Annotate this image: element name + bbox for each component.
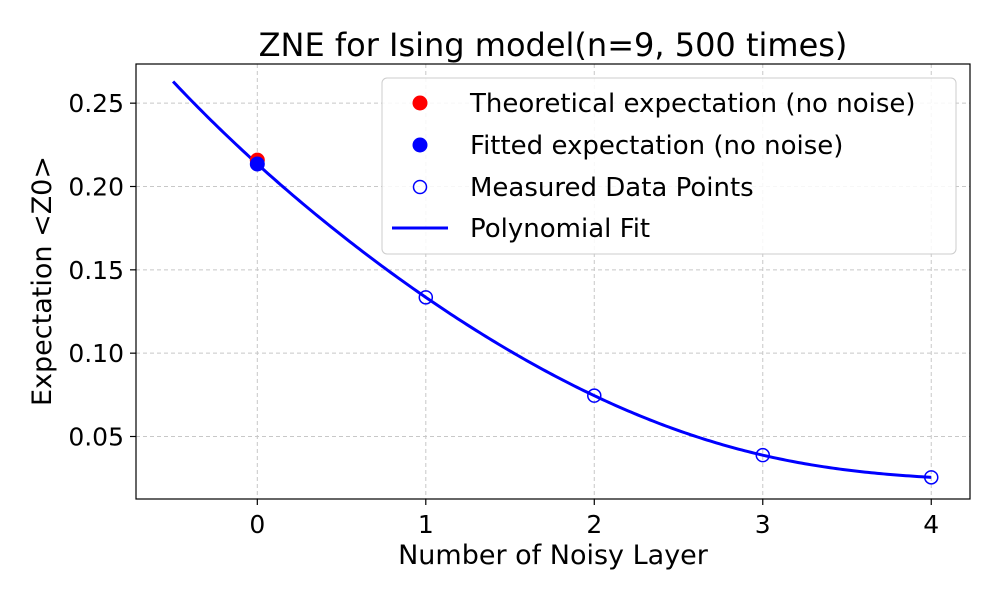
legend-label-polynomial: Polynomial Fit — [470, 214, 650, 244]
y-tick-label: 0.25 — [68, 89, 124, 118]
fitted-point — [249, 156, 265, 172]
x-tick-label: 3 — [755, 510, 771, 539]
axes-frame — [135, 63, 971, 500]
measured-point — [587, 388, 602, 403]
y-tick-label: 0.05 — [68, 423, 124, 452]
legend-marker-measured — [412, 179, 428, 195]
x-tick-label: 2 — [586, 510, 602, 539]
x-axis-label: Number of Noisy Layer — [398, 540, 709, 571]
y-tick-label: 0.20 — [68, 173, 124, 202]
x-tick-label: 0 — [249, 510, 265, 539]
y-tick-label: 0.15 — [68, 256, 124, 285]
legend-marker-fitted — [412, 137, 428, 153]
y-axis-label: Expectation <Z0> — [27, 156, 58, 406]
legend-label-theoretical: Theoretical expectation (no noise) — [469, 89, 916, 119]
polynomial-fit-line — [171, 80, 932, 479]
legend-label-measured: Measured Data Points — [470, 173, 754, 203]
plot-area — [171, 80, 939, 485]
measured-point — [755, 447, 771, 463]
legend-marker-theoretical — [412, 95, 428, 111]
measured-point — [923, 470, 939, 485]
measured-point — [418, 290, 434, 305]
legend: Theoretical expectation (no noise) Fitte… — [381, 77, 957, 255]
ticks: 0 1 2 3 4 0.05 0.10 0.15 0.20 0.25 — [68, 89, 939, 539]
legend-box — [381, 77, 957, 255]
x-tick-label: 4 — [923, 510, 939, 539]
legend-label-fitted: Fitted expectation (no noise) — [470, 131, 843, 161]
chart-title: ZNE for Ising model(n=9, 500 times) — [259, 26, 848, 64]
y-tick-label: 0.10 — [68, 339, 124, 368]
x-tick-label: 1 — [418, 510, 434, 539]
